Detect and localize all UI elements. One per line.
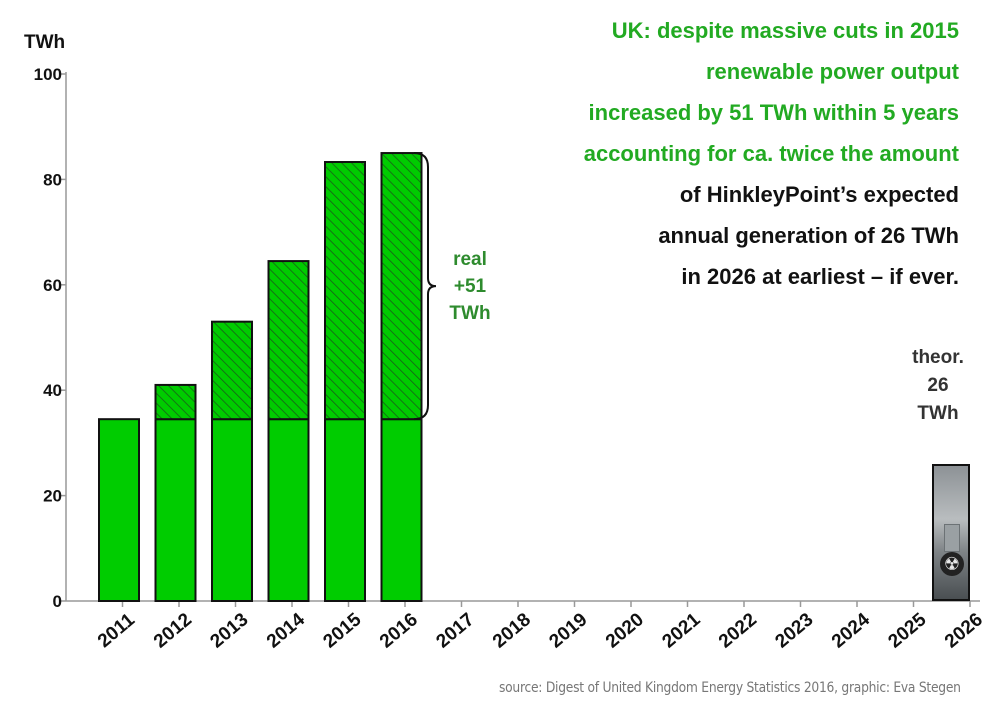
x-tick-label: 2025 [885,609,931,653]
headline-line: in 2026 at earliest – if ever. [681,264,959,289]
bars [98,152,437,602]
y-axis-unit: TWh [24,32,65,53]
x-tick-label: 2017 [433,609,479,652]
y-tick-label: 40 [43,381,62,400]
real-unit: TWh [449,303,491,324]
bar-base-2011 [98,418,140,602]
headline-line: accounting for ca. twice the amount [583,141,959,166]
bar-base-2012 [154,418,197,602]
theor-value: 26 [927,375,949,396]
bar-increase-2012 [154,383,197,421]
x-tick-label: 2023 [772,609,818,652]
reactor-building-icon [944,523,960,552]
real-label: real [453,249,487,270]
real-increase-annotation: real +51 TWh [436,246,504,327]
bar-increase-2013 [211,320,253,421]
headline-line: annual generation of 26 TWh [658,223,959,248]
x-tick-label: 2022 [715,609,761,652]
x-tick-label: 2013 [207,609,253,652]
x-tick-label: 2024 [828,609,874,653]
x-tick-label: 2015 [320,609,366,653]
source-caption: source: Digest of United Kingdom Energy … [499,680,961,696]
y-tick-label: 60 [43,276,62,295]
nuclear-plant-image: ☢ [932,463,970,601]
y-tick-label: 100 [34,65,62,84]
headline-line: UK: despite massive cuts in 2015 [611,18,959,43]
bar-base-2016 [380,418,423,602]
headline-line: renewable power output [705,59,959,84]
x-tick-label: 2016 [376,609,422,652]
x-tick-label: 2026 [941,609,986,652]
bar-base-2015 [324,418,366,602]
bar-increase-2015 [324,161,366,421]
x-tick-label: 2014 [263,609,309,653]
headline-line: of HinkleyPoint’s expected [679,182,959,207]
brace [413,152,437,421]
y-tick-label: 20 [43,487,62,506]
bar-increase-2014 [267,260,310,421]
x-tick-label: 2011 [94,609,139,652]
y-tick-label: 80 [43,170,62,189]
x-tick-label: 2020 [602,609,648,652]
theor-label: theor. [912,347,964,368]
x-tick-label: 2018 [489,609,535,652]
y-tick-label: 0 [53,592,62,611]
real-value: +51 [453,276,487,297]
radiation-icon: ☢ [940,551,964,576]
headline-line: increased by 51 TWh within 5 years [588,100,959,125]
x-tick-label: 2019 [546,609,592,652]
x-tick-label: 2021 [659,609,705,653]
x-tick-label: 2012 [150,609,196,652]
theoretical-annotation: theor. 26 TWh [896,344,980,428]
headline-annotation: UK: despite massive cuts in 2015 renewabl… [584,10,959,297]
theor-unit: TWh [917,403,959,424]
bar-increase-2016 [380,152,423,421]
bar-base-2013 [211,418,253,602]
bar-base-2014 [267,418,310,602]
